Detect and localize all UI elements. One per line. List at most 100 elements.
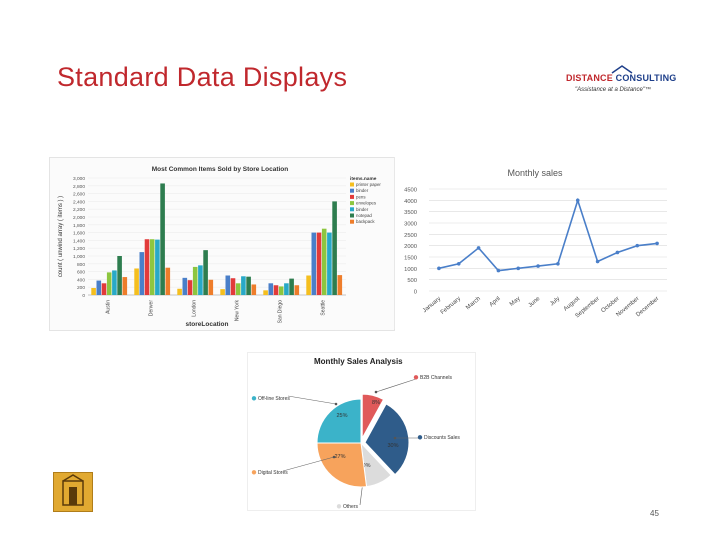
pie-slice	[364, 403, 410, 476]
bar-category-label: Austin	[106, 300, 112, 314]
line-category-label: July	[549, 296, 561, 307]
pie-slice	[316, 398, 362, 444]
distance-consulting-logo: DISTANCE CONSULTING "Assistance at a Dis…	[566, 65, 678, 100]
bar	[268, 283, 274, 295]
bar-legend-label: backpack	[356, 219, 375, 224]
bar	[246, 276, 251, 295]
line-series	[438, 197, 658, 272]
bar-legend-swatch	[350, 194, 354, 199]
bar	[187, 280, 193, 295]
bar	[160, 183, 165, 295]
bar	[273, 285, 279, 295]
bar-category-label: Seattle	[321, 300, 327, 316]
bar-legend-swatch	[350, 207, 354, 212]
bar	[134, 268, 139, 295]
line-ytick-label: 3000	[404, 222, 417, 228]
bar	[263, 290, 268, 295]
bar-legend-swatch	[350, 219, 354, 224]
pie-leader-dot	[332, 455, 336, 459]
bar-chart-panel: Most Common Items Sold by Store Location…	[49, 157, 395, 331]
bar-ytick-label: 2,400	[73, 199, 85, 205]
bar	[332, 201, 337, 295]
line-point	[595, 259, 600, 264]
bar	[208, 279, 214, 295]
bar	[316, 232, 322, 295]
line-point	[496, 268, 501, 273]
bar	[251, 284, 257, 295]
line-ytick-label: 1000	[404, 267, 417, 273]
bar-chart-title: Most Common Items Sold by Store Location	[152, 166, 289, 173]
line-ytick-label: 4000	[404, 199, 417, 205]
pie-chart-title: Monthly Sales Analysis	[314, 357, 403, 366]
line-ytick-label: 1500	[404, 256, 417, 262]
pie-legend-marker	[251, 470, 257, 475]
pie-leader-line	[375, 378, 417, 393]
line-point	[615, 250, 620, 255]
line-category-label: August	[563, 296, 581, 313]
bar-ytick-label: 400	[77, 277, 85, 283]
pie-leader-dot	[374, 390, 378, 394]
bar	[122, 277, 128, 295]
bar-legend-swatch	[350, 188, 354, 193]
pie-chart-panel: Monthly Sales Analysis 8% B2B Channels 30% D…	[247, 352, 476, 511]
bar	[144, 239, 150, 295]
line-category-label: April	[489, 296, 502, 308]
bar-ytick-label: 3,000	[73, 176, 85, 182]
bar	[91, 287, 96, 295]
bar	[241, 276, 246, 295]
pie-percent-label: 8%	[372, 400, 380, 406]
line-point	[456, 262, 461, 266]
bar	[203, 250, 208, 295]
bar-chart: Most Common Items Sold by Store Location…	[58, 166, 381, 328]
line-category-label: June	[528, 296, 542, 309]
bar-legend-swatch	[350, 201, 354, 206]
bar-legend-swatch	[350, 182, 354, 187]
pie-leader-line	[282, 456, 335, 472]
line-ytick-label: 2500	[404, 233, 417, 239]
pie-slice-label: Off-line Stores	[258, 396, 290, 402]
bar-ytick-label: 800	[77, 262, 85, 268]
bar	[117, 256, 122, 295]
bar	[230, 278, 236, 295]
line-ytick-label: 500	[407, 278, 417, 284]
pie-legend-marker	[251, 396, 257, 401]
bar-ytick-label: 0	[82, 293, 85, 299]
bar-ytick-label: 2,200	[73, 207, 85, 213]
line-ytick-label: 2000	[404, 244, 417, 250]
logo-name-1: DISTANCE	[566, 73, 613, 83]
pie-legend-marker	[417, 435, 423, 440]
pie-slice	[361, 393, 385, 439]
line-category-label: March	[465, 296, 482, 311]
uapb-logo	[53, 472, 93, 512]
bar	[192, 266, 198, 295]
bar-ytick-label: 2,800	[73, 184, 85, 190]
pie-percent-label: 27%	[334, 454, 345, 460]
pie-slice-label: Others	[343, 504, 359, 510]
bar	[139, 252, 145, 295]
logo-house-icon	[611, 65, 633, 74]
bar-category-label: San Diego	[278, 300, 284, 324]
bar	[149, 239, 155, 295]
bar	[289, 278, 294, 295]
line-ytick-label: 0	[414, 290, 417, 296]
logo-tagline: "Assistance at a Distance"™	[575, 87, 651, 93]
page-number: 45	[650, 509, 659, 518]
bar-legend-label: printer paper	[356, 182, 381, 187]
bar-ytick-label: 1,200	[73, 246, 85, 252]
line-ytick-label: 4500	[404, 188, 417, 194]
bar	[182, 277, 188, 295]
pie-slice-label: B2B Channels	[420, 375, 452, 381]
pie-legend-marker	[413, 375, 419, 380]
bar-legend-label: envelopes	[356, 201, 377, 206]
bar-ytick-label: 1,800	[73, 223, 85, 229]
line-chart-title: Monthly sales	[507, 168, 563, 178]
bar-legend-label: binder	[356, 207, 369, 212]
line-category-label: May	[509, 296, 522, 308]
pie-leader-dot	[393, 436, 397, 440]
bar	[337, 275, 343, 295]
bar	[278, 286, 284, 295]
bar-legend-title: items.name	[350, 176, 377, 182]
line-chart: Monthly sales 4500 4000 3500 3000 2500 2000 150…	[404, 168, 667, 319]
line-ytick-label: 3500	[404, 210, 417, 216]
bar	[177, 288, 182, 295]
